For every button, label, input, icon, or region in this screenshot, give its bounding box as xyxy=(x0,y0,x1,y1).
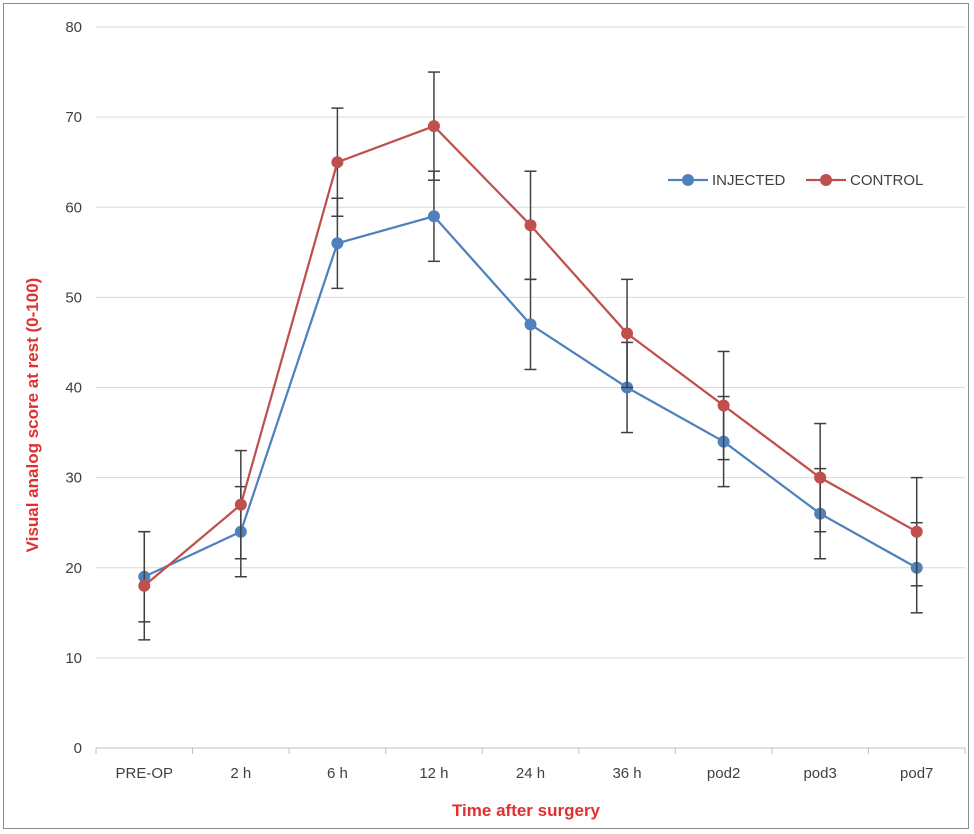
legend-item-injected: INJECTED xyxy=(668,172,786,189)
legend-marker xyxy=(820,174,832,186)
x-tick-label: pod3 xyxy=(803,765,836,782)
y-tick-label: 30 xyxy=(65,470,82,487)
data-point xyxy=(331,156,344,169)
data-point xyxy=(427,120,440,133)
y-tick-label: 60 xyxy=(65,199,82,216)
series-control xyxy=(138,71,923,641)
y-tick-label: 70 xyxy=(65,109,82,126)
legend-marker xyxy=(682,174,694,186)
data-point xyxy=(331,237,344,250)
x-tick-label: 12 h xyxy=(419,765,448,782)
y-tick-label: 20 xyxy=(65,560,82,577)
y-tick-label: 80 xyxy=(65,19,82,36)
data-point xyxy=(621,327,634,340)
legend-item-control: CONTROL xyxy=(806,172,923,189)
series-layer xyxy=(138,71,923,641)
data-point xyxy=(814,471,827,484)
y-tick-label: 50 xyxy=(65,289,82,306)
y-axis: 0 10 20 30 40 50 60 70 80 xyxy=(65,19,82,757)
x-tick-label: 6 h xyxy=(327,765,348,782)
data-point xyxy=(524,219,537,232)
chart-frame xyxy=(3,3,969,829)
y-tick-label: 10 xyxy=(65,650,82,667)
x-axis: PRE-OP 2 h 6 h 12 h 24 h 36 h pod2 pod3 pod7 xyxy=(95,747,966,782)
data-point xyxy=(427,210,440,223)
data-point xyxy=(524,318,537,331)
x-axis-title: Time after surgery xyxy=(452,801,601,820)
x-tick-label: 36 h xyxy=(612,765,641,782)
data-point xyxy=(234,498,247,511)
legend-label: CONTROL xyxy=(850,172,923,189)
x-tick-label: pod7 xyxy=(900,765,933,782)
legend: INJECTED CONTROL xyxy=(668,172,923,189)
data-point xyxy=(717,399,730,412)
data-point xyxy=(910,525,923,538)
x-tick-label: pod2 xyxy=(707,765,740,782)
legend-label: INJECTED xyxy=(712,172,786,189)
x-tick-label: 2 h xyxy=(230,765,251,782)
x-tick-label: PRE-OP xyxy=(116,765,174,782)
x-tick-label: 24 h xyxy=(516,765,545,782)
y-tick-label: 40 xyxy=(65,380,82,397)
data-point xyxy=(138,579,151,592)
y-axis-title: Visual analog score at rest (0-100) xyxy=(23,278,42,553)
y-tick-label: 0 xyxy=(74,740,82,757)
